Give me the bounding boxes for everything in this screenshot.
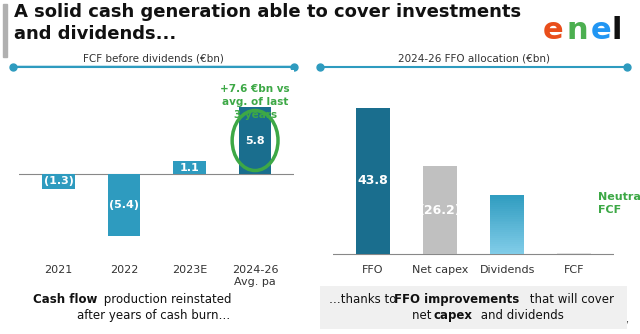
Bar bbox=[490, 201, 524, 203]
Bar bbox=[490, 238, 524, 240]
Bar bbox=[557, 253, 591, 254]
Text: 2024-26 FFO allocation (€bn): 2024-26 FFO allocation (€bn) bbox=[397, 53, 550, 63]
Text: Cash flow production reinstated: Cash flow production reinstated bbox=[0, 333, 1, 334]
Text: (1.3): (1.3) bbox=[44, 176, 74, 186]
Text: n: n bbox=[566, 16, 588, 44]
Text: 17: 17 bbox=[616, 321, 630, 331]
Text: (26.2): (26.2) bbox=[419, 204, 461, 216]
Bar bbox=[490, 215, 524, 217]
Bar bbox=[173, 161, 206, 174]
Text: A solid cash generation able to cover investments
and dividends...: A solid cash generation able to cover in… bbox=[13, 3, 521, 43]
Bar bbox=[490, 246, 524, 248]
Bar bbox=[490, 211, 524, 213]
Text: +7.6 €bn vs
avg. of last
3 years: +7.6 €bn vs avg. of last 3 years bbox=[220, 84, 290, 120]
Bar bbox=[490, 244, 524, 246]
Bar bbox=[490, 240, 524, 242]
Bar bbox=[490, 207, 524, 209]
Text: Cash flow: Cash flow bbox=[33, 293, 97, 306]
Bar bbox=[490, 252, 524, 254]
Text: after years of cash burn…: after years of cash burn… bbox=[77, 309, 230, 322]
Bar bbox=[490, 248, 524, 250]
Text: production reinstated: production reinstated bbox=[100, 293, 232, 306]
Text: Neutral
FCF: Neutral FCF bbox=[598, 192, 640, 215]
Bar bbox=[490, 203, 524, 205]
Bar bbox=[490, 242, 524, 244]
Text: …thanks to: …thanks to bbox=[329, 293, 401, 306]
Bar bbox=[490, 220, 524, 222]
Text: e: e bbox=[543, 16, 563, 44]
Text: that will cover: that will cover bbox=[526, 293, 614, 306]
Bar bbox=[239, 107, 271, 174]
Text: and dividends: and dividends bbox=[477, 309, 564, 322]
Text: net: net bbox=[412, 309, 435, 322]
Text: e: e bbox=[591, 16, 611, 44]
Bar bbox=[108, 174, 140, 236]
Bar bbox=[490, 218, 524, 220]
FancyBboxPatch shape bbox=[305, 283, 640, 331]
Bar bbox=[490, 199, 524, 201]
Text: (5.4): (5.4) bbox=[109, 200, 139, 210]
Bar bbox=[356, 108, 390, 254]
Bar bbox=[490, 234, 524, 236]
Bar bbox=[490, 209, 524, 211]
Text: FCF before dividends (€bn): FCF before dividends (€bn) bbox=[83, 53, 224, 63]
Bar bbox=[490, 197, 524, 199]
Bar bbox=[490, 236, 524, 238]
Text: 5.8: 5.8 bbox=[245, 136, 265, 146]
Bar bbox=[42, 174, 75, 189]
Bar bbox=[490, 228, 524, 230]
Bar bbox=[423, 166, 457, 254]
Bar bbox=[490, 224, 524, 226]
Bar bbox=[490, 226, 524, 228]
Bar bbox=[490, 213, 524, 215]
Text: capex: capex bbox=[434, 309, 473, 322]
Text: l: l bbox=[611, 16, 622, 44]
Text: 43.8: 43.8 bbox=[358, 174, 388, 187]
Bar bbox=[490, 230, 524, 232]
Text: FFO improvements: FFO improvements bbox=[394, 293, 519, 306]
Bar bbox=[490, 222, 524, 224]
FancyBboxPatch shape bbox=[3, 4, 7, 57]
Bar bbox=[490, 195, 524, 197]
Text: 1.1: 1.1 bbox=[180, 163, 200, 173]
Bar bbox=[490, 232, 524, 234]
Bar bbox=[490, 217, 524, 218]
Bar bbox=[490, 205, 524, 207]
Bar bbox=[490, 250, 524, 252]
